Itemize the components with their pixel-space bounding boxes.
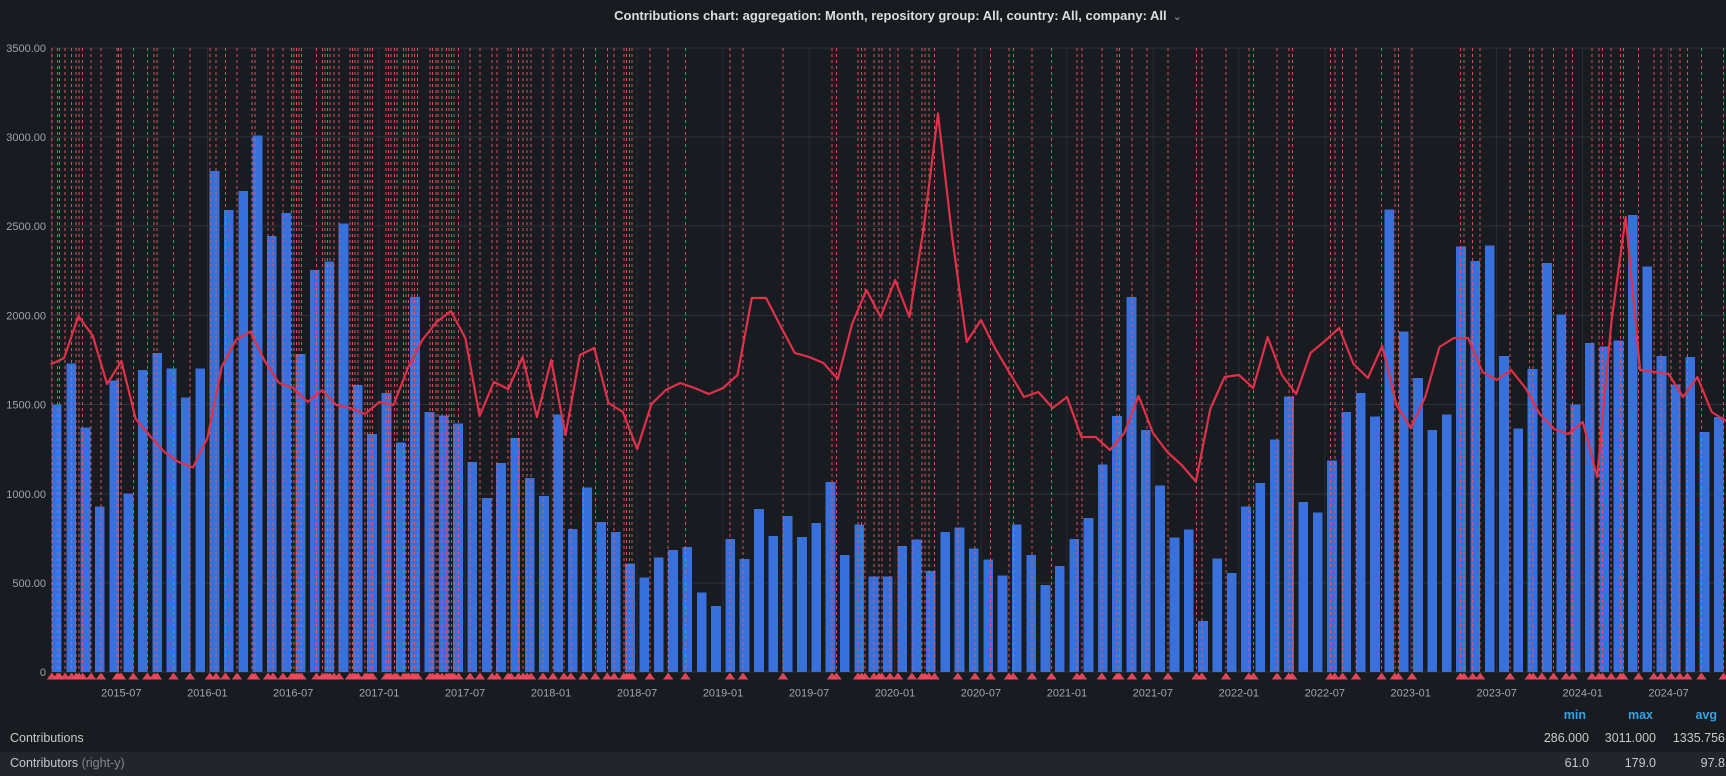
svg-text:2019-07: 2019-07 <box>789 688 829 700</box>
svg-text:2021-07: 2021-07 <box>1133 688 1173 700</box>
svg-text:2020-07: 2020-07 <box>961 688 1001 700</box>
svg-text:2022-07: 2022-07 <box>1305 688 1345 700</box>
svg-text:2017-01: 2017-01 <box>359 688 399 700</box>
svg-text:500.00: 500.00 <box>12 578 46 590</box>
svg-text:2017-07: 2017-07 <box>445 688 485 700</box>
svg-text:2022-01: 2022-01 <box>1219 688 1259 700</box>
svg-text:0: 0 <box>40 667 46 679</box>
svg-text:2021-01: 2021-01 <box>1047 688 1087 700</box>
svg-text:2015-07: 2015-07 <box>101 688 141 700</box>
svg-text:2023-07: 2023-07 <box>1477 688 1517 700</box>
svg-text:1500.00: 1500.00 <box>6 400 46 412</box>
svg-text:2020-01: 2020-01 <box>875 688 915 700</box>
svg-text:2500.00: 2500.00 <box>6 221 46 233</box>
svg-text:2018-01: 2018-01 <box>531 688 571 700</box>
svg-text:3500.00: 3500.00 <box>6 43 46 55</box>
svg-text:2018-07: 2018-07 <box>617 688 657 700</box>
svg-text:2000.00: 2000.00 <box>6 310 46 322</box>
svg-text:1000.00: 1000.00 <box>6 489 46 501</box>
svg-text:2023-01: 2023-01 <box>1391 688 1431 700</box>
svg-text:2016-07: 2016-07 <box>273 688 313 700</box>
svg-text:3000.00: 3000.00 <box>6 132 46 144</box>
svg-text:2024-01: 2024-01 <box>1563 688 1603 700</box>
svg-text:2024-07: 2024-07 <box>1648 688 1688 700</box>
svg-text:2019-01: 2019-01 <box>703 688 743 700</box>
svg-text:2016-01: 2016-01 <box>187 688 227 700</box>
